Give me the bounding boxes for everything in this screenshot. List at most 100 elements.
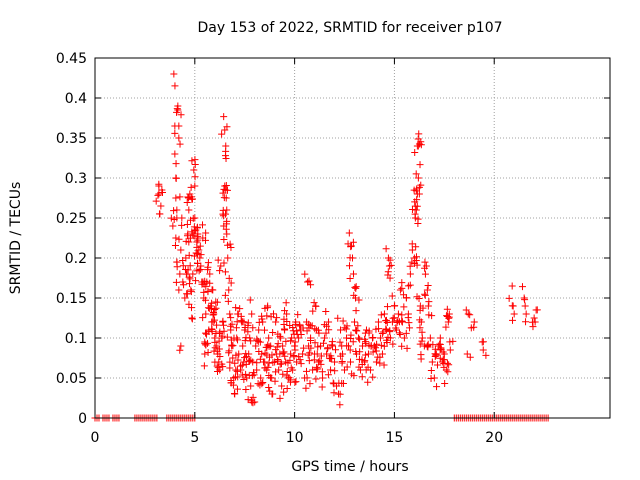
data-point xyxy=(172,174,180,182)
data-point xyxy=(220,327,228,335)
data-point xyxy=(411,210,419,218)
data-point xyxy=(276,332,284,340)
data-point xyxy=(219,206,227,214)
data-point xyxy=(221,291,229,299)
data-point xyxy=(307,281,315,289)
data-point xyxy=(443,312,451,320)
data-point xyxy=(369,333,377,341)
data-point xyxy=(176,270,184,278)
data-point xyxy=(216,267,224,275)
data-point xyxy=(387,261,395,269)
data-point xyxy=(396,331,404,339)
data-point xyxy=(184,266,192,274)
data-point xyxy=(175,235,183,243)
data-point xyxy=(179,262,187,270)
data-point xyxy=(181,294,189,302)
data-point xyxy=(388,292,396,300)
data-point xyxy=(229,381,237,389)
data-point xyxy=(328,338,336,346)
data-point xyxy=(277,334,285,342)
data-point xyxy=(179,256,187,264)
data-point xyxy=(343,342,351,350)
data-point xyxy=(354,322,362,330)
data-point xyxy=(173,108,181,116)
data-point xyxy=(421,264,429,272)
data-point xyxy=(269,358,277,366)
data-point xyxy=(192,277,200,285)
data-point xyxy=(310,356,318,364)
data-point xyxy=(321,334,329,342)
data-point xyxy=(258,350,266,358)
data-point xyxy=(233,385,241,393)
data-point xyxy=(185,251,193,259)
data-point xyxy=(188,315,196,323)
data-point xyxy=(373,340,381,348)
data-point xyxy=(406,281,414,289)
data-point xyxy=(325,326,333,334)
data-point xyxy=(222,147,230,155)
data-point xyxy=(529,323,537,331)
data-point xyxy=(193,243,201,251)
data-point xyxy=(263,312,271,320)
data-point xyxy=(508,282,516,290)
data-point xyxy=(238,318,246,326)
data-point xyxy=(355,296,363,304)
data-point xyxy=(404,314,412,322)
data-point xyxy=(358,373,366,381)
data-point xyxy=(219,317,227,325)
data-point xyxy=(211,306,219,314)
data-point xyxy=(385,262,393,270)
data-point xyxy=(303,374,311,382)
data-point xyxy=(311,325,319,333)
data-point xyxy=(431,350,439,358)
data-point xyxy=(200,288,208,296)
data-point xyxy=(386,327,394,335)
data-point xyxy=(190,232,198,240)
y-tick-label: 0.25 xyxy=(56,211,87,227)
data-point xyxy=(204,259,212,267)
data-point xyxy=(253,366,261,374)
data-point xyxy=(170,70,178,78)
data-point xyxy=(173,258,181,266)
data-point xyxy=(312,302,320,310)
data-point xyxy=(221,182,229,190)
data-point xyxy=(171,241,179,249)
data-point xyxy=(440,356,448,364)
data-point xyxy=(274,340,282,348)
data-point xyxy=(209,318,217,326)
data-point xyxy=(510,310,518,318)
data-point xyxy=(349,338,357,346)
data-point xyxy=(427,375,435,383)
data-point xyxy=(224,297,232,305)
data-point xyxy=(242,385,250,393)
data-point xyxy=(316,357,324,365)
data-point xyxy=(297,330,305,338)
data-point xyxy=(278,382,286,390)
data-point xyxy=(211,316,219,324)
data-point xyxy=(295,353,303,361)
data-point xyxy=(214,256,222,264)
data-point xyxy=(416,340,424,348)
data-point xyxy=(425,298,433,306)
data-point xyxy=(191,173,199,181)
data-point xyxy=(304,351,312,359)
data-point xyxy=(270,310,278,318)
data-point xyxy=(175,134,183,142)
x-tick-label: 10 xyxy=(286,430,304,446)
data-point xyxy=(400,334,408,342)
data-point xyxy=(352,307,360,315)
data-point xyxy=(386,256,394,264)
data-point xyxy=(331,367,339,375)
x-tick-label: 5 xyxy=(190,430,199,446)
data-point xyxy=(250,371,258,379)
data-point xyxy=(479,338,487,346)
data-point xyxy=(331,358,339,366)
data-point xyxy=(418,337,426,345)
data-point xyxy=(275,366,283,374)
data-point xyxy=(220,259,228,267)
data-point xyxy=(208,328,216,336)
data-point xyxy=(433,361,441,369)
data-point xyxy=(245,350,253,358)
data-point xyxy=(218,130,226,138)
data-point xyxy=(178,214,186,222)
